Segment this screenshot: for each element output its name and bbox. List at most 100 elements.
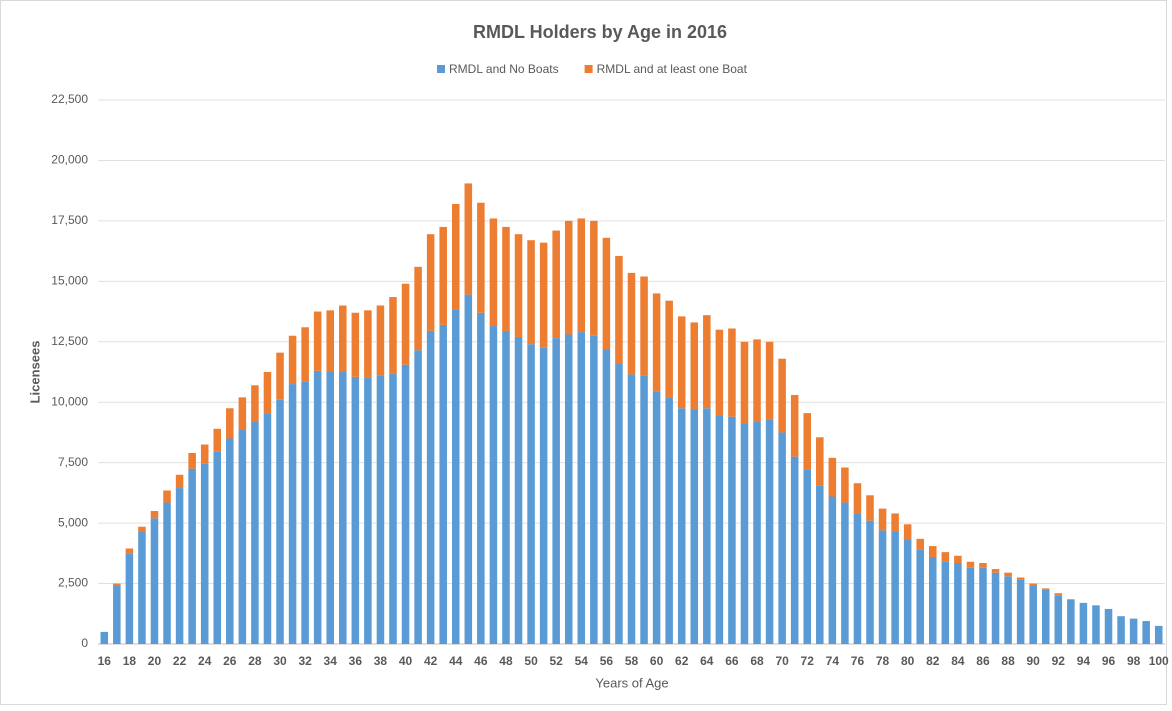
bar-segment [577,218,586,333]
x-tick-label: 18 [123,654,137,668]
bar-segment [903,524,912,541]
bar-segment [100,631,109,644]
bar-segment [213,428,222,452]
bar-segment [251,421,259,644]
bar-segment [276,399,284,644]
bar-segment [627,374,636,644]
bar-segment [1029,585,1037,644]
bar-segment [213,451,222,644]
bar-segment [790,456,799,644]
bar-segment [339,372,347,644]
bar-segment [301,327,309,382]
bar-segment [301,381,309,644]
bar-segment [364,378,372,644]
bar-segment [803,469,812,644]
bar-segment [200,463,209,644]
bar-segment [929,546,937,557]
bar-segment [916,549,924,644]
bar-segment [753,339,761,422]
bar-segment [339,305,347,372]
y-tick-label: 17,500 [51,213,88,227]
bar-segment [1016,577,1025,580]
bar-segment [740,341,749,424]
bar-segment [451,309,460,644]
bar-segment [188,468,196,644]
x-tick-label: 24 [198,654,212,668]
bar-segment [1129,618,1138,644]
x-tick-label: 40 [399,654,413,668]
bar-segment [113,583,121,586]
bar-segment [715,415,724,644]
bar-segment [816,485,824,644]
y-tick-label: 15,000 [51,274,88,288]
bar-segment [615,255,623,364]
bar-segment [941,552,950,562]
legend-label: RMDL and at least one Boat [597,62,748,76]
x-tick-label: 70 [775,654,789,668]
x-tick-label: 96 [1102,654,1116,668]
bar-segment [238,397,247,431]
bar-segment [991,572,1000,644]
x-tick-label: 46 [474,654,488,668]
bar-segment [138,526,146,532]
bar-segment [1092,605,1100,644]
y-tick-label: 22,500 [51,92,88,106]
bar-segment [916,538,924,550]
x-tick-label: 44 [449,654,463,668]
x-tick-label: 90 [1027,654,1041,668]
bar-segment [489,326,498,644]
bar-segment [226,408,234,439]
bar-segment [113,585,121,644]
bar-segment [527,344,535,644]
bar-segment [414,350,422,644]
bar-segment [677,408,686,644]
x-tick-label: 84 [951,654,965,668]
bar-segment [878,530,887,644]
bar-segment [313,370,322,644]
bar-segment [841,467,849,503]
bar-segment [602,349,611,644]
bar-segment [979,567,987,644]
bar-segment [1142,621,1150,644]
x-tick-label: 88 [1001,654,1015,668]
bar-segment [891,513,899,532]
bar-segment [853,513,862,644]
x-tick-label: 20 [148,654,162,668]
x-tick-label: 28 [248,654,262,668]
bar-segment [401,364,410,644]
x-tick-label: 36 [349,654,363,668]
x-tick-label: 34 [324,654,338,668]
bar-segment [665,300,673,398]
bar-segment [816,437,824,486]
bar-segment [765,341,774,420]
bar-segment [489,218,498,327]
x-tick-label: 54 [575,654,589,668]
bar-segment [188,452,196,469]
x-tick-label: 86 [976,654,990,668]
bar-segment [351,376,360,644]
bar-segment [451,203,460,310]
x-tick-label: 16 [98,654,112,668]
bar-segment [464,183,473,295]
bar-segment [627,272,636,375]
bar-segment [677,316,686,409]
bar-segment [1067,599,1075,644]
bar-segment [263,413,272,644]
x-tick-label: 80 [901,654,915,668]
bar-segment [414,266,422,351]
bar-segment [728,328,736,417]
bar-segment [703,315,711,409]
bar-segment [828,496,837,644]
bar-segment [765,419,774,644]
x-tick-label: 58 [625,654,639,668]
bar-segment [640,276,648,376]
x-tick-label: 38 [374,654,388,668]
x-tick-label: 64 [700,654,714,668]
bar-segment [778,432,786,644]
bar-segment [903,540,912,644]
x-tick-label: 26 [223,654,237,668]
x-tick-label: 56 [600,654,614,668]
bar-segment [464,294,473,644]
bar-segment [502,226,510,331]
